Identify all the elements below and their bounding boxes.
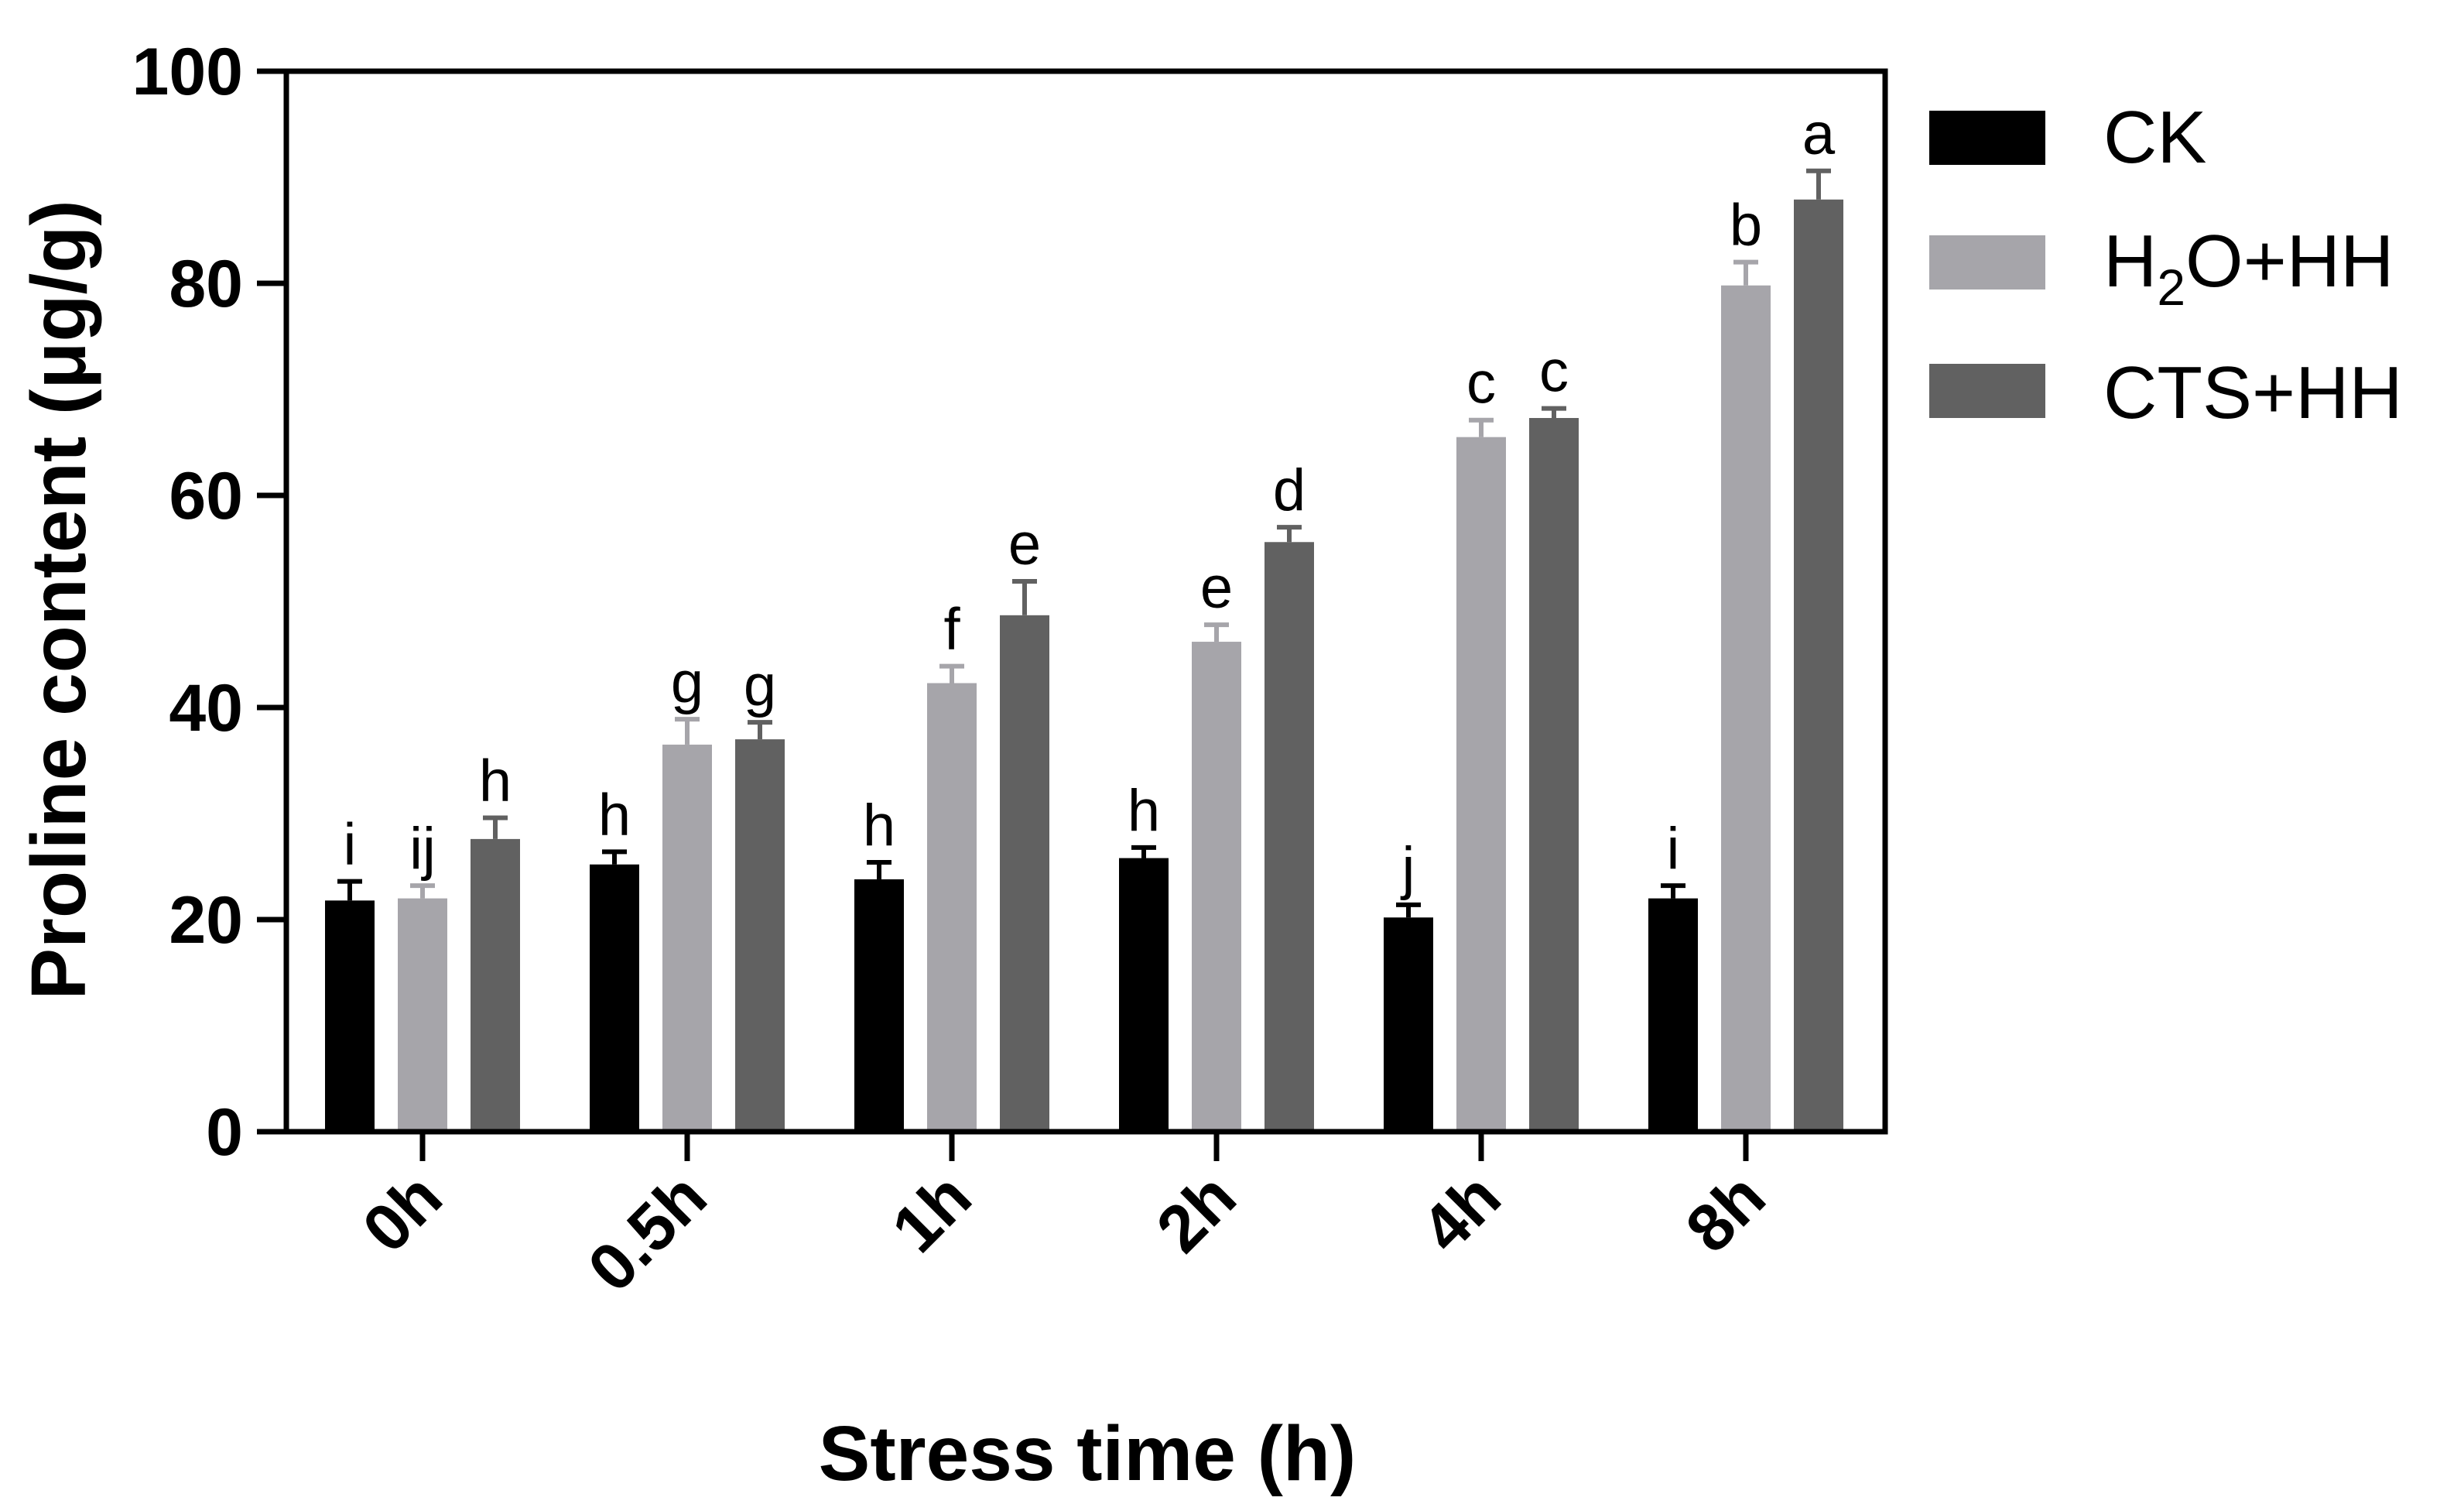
sig-letter-h2o-hh-2h: e	[1200, 555, 1233, 621]
y-axis-title: Proline content (μg/g)	[15, 200, 102, 999]
bar-h2o-hh-8h	[1721, 285, 1771, 1132]
legend-label-cts-hh: CTS+HH	[2103, 351, 2403, 434]
sig-letter-h2o-hh-4h: c	[1466, 351, 1496, 416]
y-tick-label-40: 40	[169, 671, 243, 745]
bar-h2o-hh-1h	[927, 683, 977, 1132]
bar-h2o-hh-4h	[1456, 437, 1506, 1132]
sig-letter-h2o-hh-0h: ij	[409, 816, 436, 882]
sig-letter-cts-hh-4h: c	[1539, 339, 1569, 405]
x-tick-label-1h: 1h	[878, 1160, 986, 1267]
legend-label-h2o-hh: H2O+HH	[2103, 220, 2394, 316]
bar-h2o-hh-2h	[1192, 642, 1241, 1132]
sig-letter-cts-hh-2h: d	[1273, 457, 1306, 523]
legend-label-h2o-hh-main: H	[2103, 220, 2157, 303]
sig-letter-ck-2h: h	[1128, 778, 1160, 844]
bar-ck-4h	[1384, 917, 1433, 1132]
bar-ck-8h	[1648, 898, 1698, 1132]
bar-cts-hh-0-5h	[735, 739, 785, 1132]
legend-label-ck: CK	[2103, 96, 2206, 179]
x-tick-label-8h: 8h	[1672, 1160, 1780, 1267]
legend: CK H2O+HH CTS+HH	[1929, 96, 2403, 434]
x-tick-label-4h: 4h	[1408, 1160, 1515, 1267]
sig-letter-ck-8h: i	[1667, 816, 1680, 882]
sig-letter-ck-4h: j	[1401, 835, 1415, 901]
x-tick-label-2h: 2h	[1143, 1160, 1251, 1267]
x-tick-label-0h: 0h	[349, 1160, 457, 1267]
sig-letter-h2o-hh-0-5h: g	[671, 649, 703, 715]
y-tick-label-100: 100	[132, 35, 244, 109]
x-tick-label-0-5h: 0.5h	[574, 1160, 721, 1307]
bar-h2o-hh-0-5h	[662, 744, 712, 1132]
bar-cts-hh-1h	[1000, 615, 1049, 1132]
y-tick-label-0: 0	[206, 1095, 243, 1170]
bar-cts-hh-4h	[1529, 417, 1579, 1132]
bar-cts-hh-0h	[471, 838, 520, 1132]
sig-letter-cts-hh-0h: h	[479, 748, 512, 814]
legend-swatch-cts-hh	[1929, 364, 2045, 418]
legend-label-h2o-hh-subscript: 2	[2157, 259, 2185, 316]
bar-cts-hh-2h	[1265, 542, 1314, 1132]
y-tick-label-80: 80	[169, 247, 243, 321]
y-tick-label-20: 20	[169, 883, 243, 958]
bar-h2o-hh-0h	[398, 898, 447, 1132]
legend-swatch-ck	[1929, 111, 2045, 165]
bar-ck-0-5h	[590, 864, 639, 1132]
y-tick-label-60: 60	[169, 459, 243, 533]
bar-ck-2h	[1119, 858, 1169, 1132]
bar-ck-0h	[325, 900, 375, 1132]
bar-cts-hh-8h	[1794, 199, 1843, 1132]
sig-letter-h2o-hh-1h: f	[943, 597, 960, 663]
bar-ck-1h	[854, 879, 904, 1132]
sig-letter-ck-0h: i	[344, 812, 357, 878]
sig-letter-h2o-hh-8h: b	[1730, 193, 1762, 259]
sig-letter-cts-hh-1h: e	[1008, 512, 1041, 577]
sig-letter-cts-hh-8h: a	[1802, 101, 1836, 167]
sig-letter-ck-1h: h	[863, 793, 895, 858]
sig-letter-cts-hh-0-5h: g	[744, 653, 776, 718]
plot-frame	[283, 68, 1888, 1135]
legend-swatch-h2o-hh	[1929, 235, 2045, 290]
legend-label-h2o-hh-rest: O+HH	[2185, 220, 2394, 303]
x-axis-title: Stress time (h)	[819, 1410, 1357, 1497]
sig-letter-ck-0-5h: h	[598, 782, 631, 848]
